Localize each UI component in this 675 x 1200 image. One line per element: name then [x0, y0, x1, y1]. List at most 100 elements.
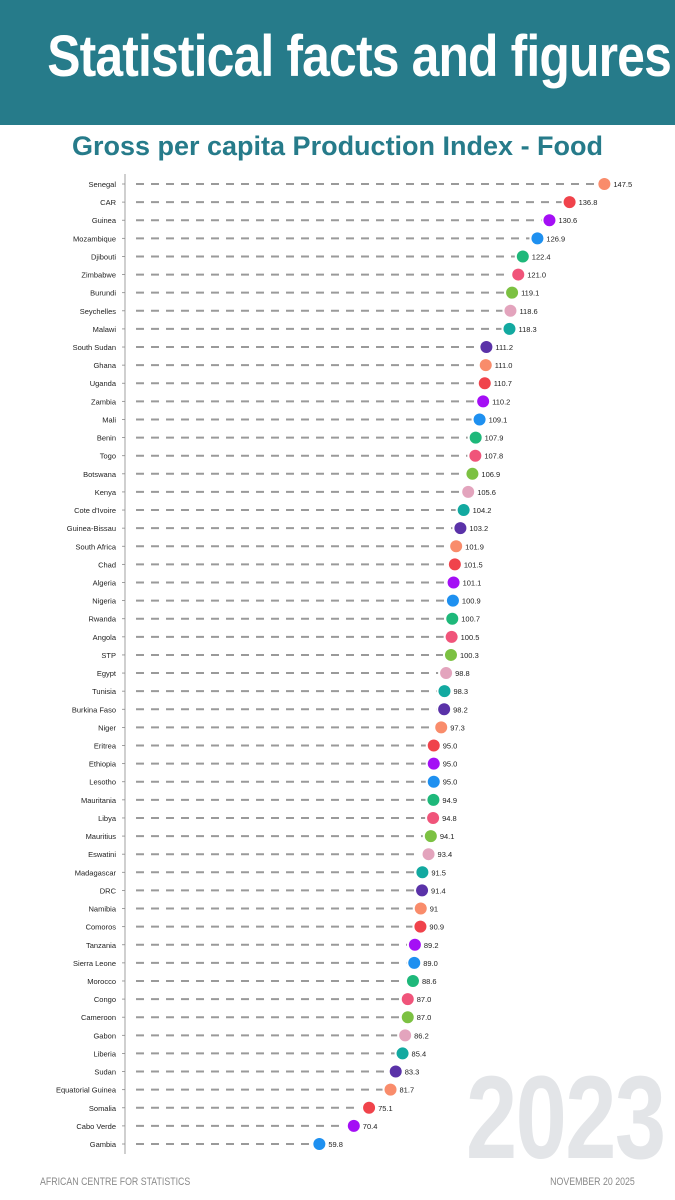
- value-label: 119.1: [521, 289, 539, 298]
- lollipop-dot: [399, 1029, 412, 1042]
- lollipop-dot: [457, 504, 470, 517]
- lollipop-dot: [427, 775, 440, 788]
- value-label: 100.7: [461, 615, 480, 624]
- value-label: 130.6: [558, 216, 577, 225]
- lollipop-dot: [444, 648, 457, 661]
- value-label: 83.3: [405, 1068, 420, 1077]
- value-label: 105.6: [477, 488, 496, 497]
- category-label: Cameroon: [81, 1013, 116, 1022]
- value-label: 89.2: [424, 941, 439, 950]
- value-label: 94.9: [442, 796, 457, 805]
- lollipop-dot: [506, 286, 519, 299]
- value-label: 94.8: [442, 814, 457, 823]
- lollipop-dot: [363, 1101, 376, 1114]
- lollipop-dot: [462, 485, 475, 498]
- lollipop-dot: [435, 721, 448, 734]
- value-label: 100.5: [461, 633, 480, 642]
- category-label: Niger: [98, 723, 116, 732]
- category-label: STP: [101, 651, 116, 660]
- lollipop-dot: [422, 848, 435, 861]
- lollipop-dot: [446, 612, 459, 625]
- lollipop-dot: [543, 214, 556, 227]
- lollipop-dot: [427, 793, 440, 806]
- value-label: 91.5: [431, 868, 446, 877]
- footer-date: NOVEMBER 20 2025: [550, 1176, 635, 1188]
- lollipop-dot: [414, 902, 427, 915]
- value-label: 111.2: [495, 343, 513, 352]
- value-label: 147.5: [613, 180, 632, 189]
- category-label: Eswatini: [88, 850, 116, 859]
- value-label: 101.5: [464, 560, 483, 569]
- category-label: Madagascar: [75, 868, 117, 877]
- page-title: Statistical facts and figures: [47, 24, 672, 89]
- value-label: 110.2: [492, 397, 510, 406]
- lollipop-dot: [438, 685, 451, 698]
- lollipop-dot: [408, 938, 421, 951]
- category-label: Mauritania: [81, 796, 117, 805]
- lollipop-dot: [313, 1138, 326, 1150]
- lollipop-dot: [384, 1083, 397, 1096]
- value-label: 122.4: [532, 252, 551, 261]
- lollipop-dot: [447, 576, 460, 589]
- category-label: Mali: [102, 415, 116, 424]
- category-label: Sierra Leone: [73, 959, 116, 968]
- category-label: Tanzania: [86, 941, 117, 950]
- lollipop-dot: [427, 811, 440, 824]
- category-label: Angola: [93, 633, 117, 642]
- value-label: 97.3: [450, 723, 465, 732]
- value-label: 98.2: [453, 705, 468, 714]
- value-label: 104.2: [473, 506, 492, 515]
- category-label: Burundi: [90, 289, 116, 298]
- value-label: 106.9: [481, 470, 500, 479]
- category-label: Zimbabwe: [81, 271, 116, 280]
- value-label: 101.1: [463, 578, 482, 587]
- value-label: 110.7: [494, 379, 512, 388]
- value-label: 93.4: [438, 850, 453, 859]
- lollipop-dot: [480, 341, 493, 354]
- lollipop-dot: [347, 1119, 360, 1132]
- category-label: Gabon: [93, 1031, 116, 1040]
- category-label: Botswana: [83, 470, 117, 479]
- category-label: Egypt: [97, 669, 117, 678]
- category-label: Guinea-Bissau: [67, 524, 116, 533]
- category-label: Mozambique: [73, 234, 116, 243]
- category-label: Uganda: [90, 379, 117, 388]
- category-label: Somalia: [89, 1104, 117, 1113]
- lollipop-dot: [478, 377, 491, 390]
- value-label: 98.3: [453, 687, 468, 696]
- lollipop-dot: [469, 449, 482, 462]
- lollipop-dot: [466, 467, 479, 480]
- category-label: Ethiopia: [89, 760, 117, 769]
- value-label: 121.0: [527, 271, 546, 280]
- category-label: Senegal: [88, 180, 116, 189]
- category-label: South Africa: [76, 542, 117, 551]
- value-label: 59.8: [328, 1140, 343, 1149]
- value-label: 95.0: [443, 778, 458, 787]
- category-label: Namibia: [88, 905, 116, 914]
- value-label: 88.6: [422, 977, 437, 986]
- lollipop-dot: [445, 630, 458, 643]
- category-label: Togo: [100, 452, 116, 461]
- category-label: Lesotho: [89, 778, 116, 787]
- lollipop-dot: [598, 178, 611, 190]
- lollipop-dot: [427, 757, 440, 770]
- lollipop-dot: [424, 830, 437, 843]
- lollipop-dot: [473, 413, 486, 426]
- value-label: 87.0: [417, 995, 432, 1004]
- category-label: Djibouti: [91, 252, 116, 261]
- category-label: Eritrea: [94, 742, 117, 751]
- category-label: South Sudan: [73, 343, 116, 352]
- lollipop-dot: [469, 431, 482, 444]
- category-label: Burkina Faso: [72, 705, 116, 714]
- category-label: Sudan: [94, 1068, 116, 1077]
- lollipop-dot: [454, 522, 467, 535]
- value-label: 103.2: [469, 524, 488, 533]
- lollipop-dot: [504, 304, 517, 317]
- lollipop-dot: [427, 739, 440, 752]
- category-label: Guinea: [92, 216, 117, 225]
- value-label: 98.8: [455, 669, 470, 678]
- lollipop-dot: [448, 558, 461, 571]
- lollipop-dot: [450, 540, 463, 553]
- lollipop-dot: [531, 232, 544, 245]
